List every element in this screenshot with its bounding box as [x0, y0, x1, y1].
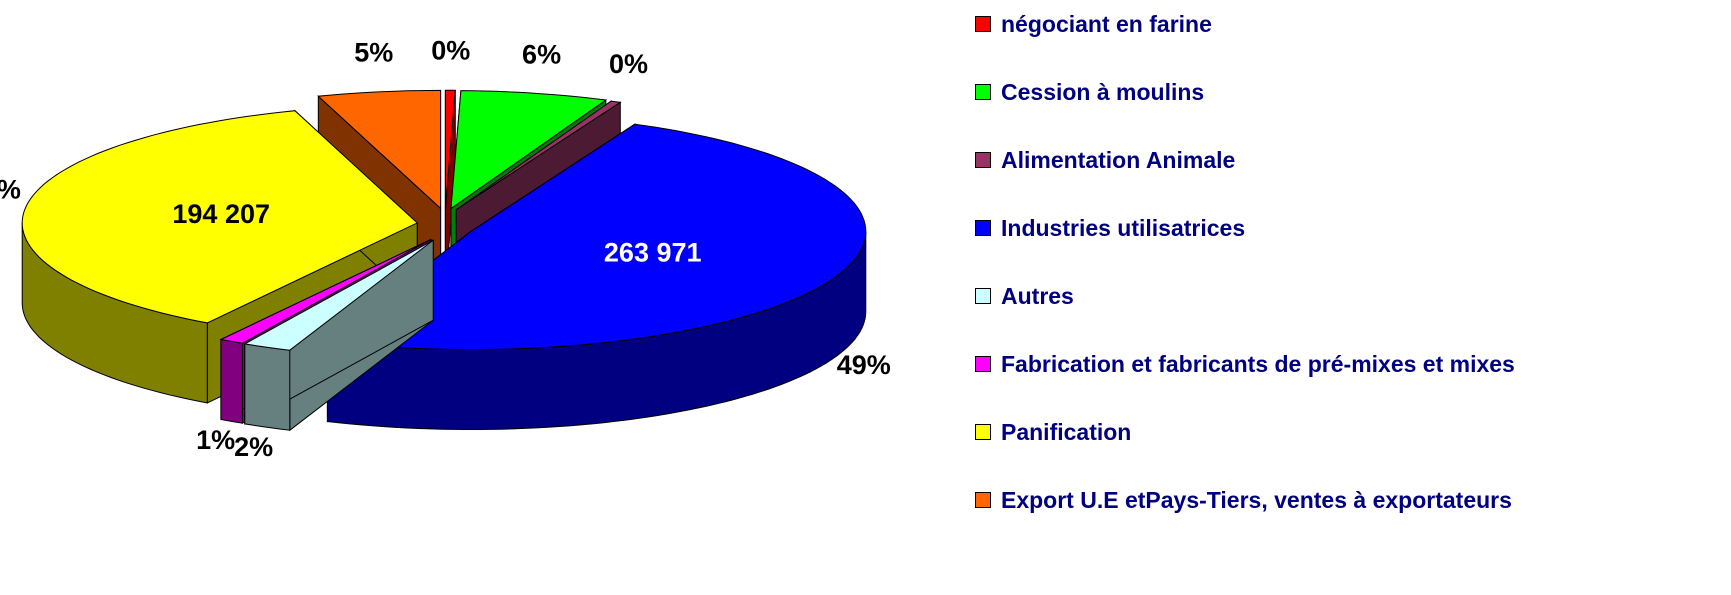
legend-swatch: [975, 492, 991, 508]
slice-outer-side: [244, 343, 291, 431]
legend-label: négociant en farine: [1001, 11, 1212, 37]
slice: [219, 239, 432, 344]
legend-item: négociant en farine: [975, 10, 1565, 38]
data-label: 0%: [431, 36, 470, 66]
chart: 0% 6% 0% 49% 263 971 2%1% 36% 194 207 5%: [0, 36, 891, 462]
data-label: 6%: [522, 39, 561, 69]
slice: [243, 239, 434, 351]
slice: [444, 89, 456, 209]
legend-item: Industries utilisatrices: [975, 214, 1565, 242]
data-label: 36%: [0, 175, 21, 205]
slice: [326, 123, 867, 350]
legend-item: Alimentation Animale: [975, 146, 1565, 174]
legend-label: Fabrication et fabricants de pré-mixes e…: [1001, 351, 1515, 377]
slice: [317, 89, 442, 210]
legend-item: Autres: [975, 282, 1565, 310]
legend-swatch: [975, 424, 991, 440]
legend-item: Cession à moulins: [975, 78, 1565, 106]
data-label: 5%: [354, 38, 393, 68]
legend-label: Industries utilisatrices: [1001, 215, 1246, 241]
legend-label: Export U.E etPays-Tiers, ventes à export…: [1001, 487, 1512, 513]
data-label: 49%: [837, 350, 891, 380]
legend-item: Fabrication et fabricants de pré-mixes e…: [975, 350, 1565, 378]
legend-label: Alimentation Animale: [1001, 147, 1236, 173]
legend-swatch: [975, 356, 991, 372]
legend-label: Autres: [1001, 283, 1074, 309]
inner-label: 263 971: [604, 238, 702, 268]
slice-outer-side: [220, 338, 243, 424]
slice: [243, 239, 434, 432]
legend-swatch: [975, 84, 991, 100]
legend-item: Export U.E etPays-Tiers, ventes à export…: [975, 486, 1565, 514]
legend-label: Cession à moulins: [1001, 79, 1205, 105]
slice: [456, 100, 622, 211]
legend-swatch: [975, 16, 991, 32]
slice: [450, 90, 608, 210]
legend-swatch: [975, 152, 991, 168]
data-label: 0%: [609, 49, 648, 79]
legend-item: Panification: [975, 418, 1565, 446]
slice: [21, 110, 419, 324]
inner-label: 194 207: [172, 199, 270, 229]
data-label: 2%: [234, 432, 273, 462]
legend-swatch: [975, 288, 991, 304]
legend-swatch: [975, 220, 991, 236]
data-label: 1%: [196, 425, 235, 455]
legend-label: Panification: [1001, 419, 1132, 445]
